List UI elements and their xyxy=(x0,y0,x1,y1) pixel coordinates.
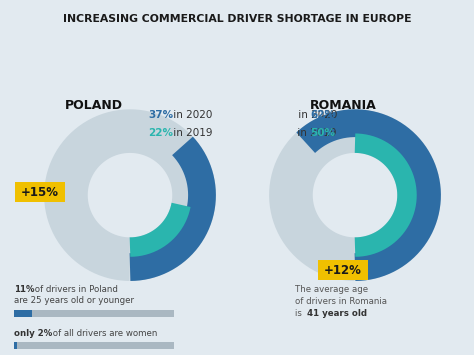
FancyBboxPatch shape xyxy=(14,342,174,349)
Text: 37%: 37% xyxy=(148,110,173,120)
Text: +12%: +12% xyxy=(324,263,362,277)
Text: of drivers in Poland: of drivers in Poland xyxy=(32,285,118,294)
Text: The average age: The average age xyxy=(295,285,368,294)
FancyBboxPatch shape xyxy=(318,260,368,280)
Text: in 2020: in 2020 xyxy=(170,110,212,120)
Text: are 25 years old or younger: are 25 years old or younger xyxy=(14,296,134,305)
Text: 50%: 50% xyxy=(310,128,335,138)
Text: in 2020: in 2020 xyxy=(295,110,337,120)
FancyBboxPatch shape xyxy=(15,182,65,202)
FancyBboxPatch shape xyxy=(14,342,17,349)
Text: in 2019: in 2019 xyxy=(294,128,337,138)
Text: ROMANIA: ROMANIA xyxy=(310,99,377,112)
Text: only 2%: only 2% xyxy=(14,329,52,338)
Text: of drivers in Romania: of drivers in Romania xyxy=(295,297,387,306)
Text: 62%: 62% xyxy=(310,110,335,120)
Text: INCREASING COMMERCIAL DRIVER SHORTAGE IN EUROPE: INCREASING COMMERCIAL DRIVER SHORTAGE IN… xyxy=(63,13,411,24)
Text: POLAND: POLAND xyxy=(65,99,123,112)
Text: +15%: +15% xyxy=(21,186,59,199)
Text: 41 years old: 41 years old xyxy=(307,309,367,318)
Text: in 2019: in 2019 xyxy=(170,128,212,138)
FancyBboxPatch shape xyxy=(14,310,174,317)
FancyBboxPatch shape xyxy=(14,310,32,317)
Text: 22%: 22% xyxy=(148,128,173,138)
Text: is: is xyxy=(295,309,305,318)
Text: of all drivers are women: of all drivers are women xyxy=(50,329,157,338)
Text: 11%: 11% xyxy=(14,285,35,294)
